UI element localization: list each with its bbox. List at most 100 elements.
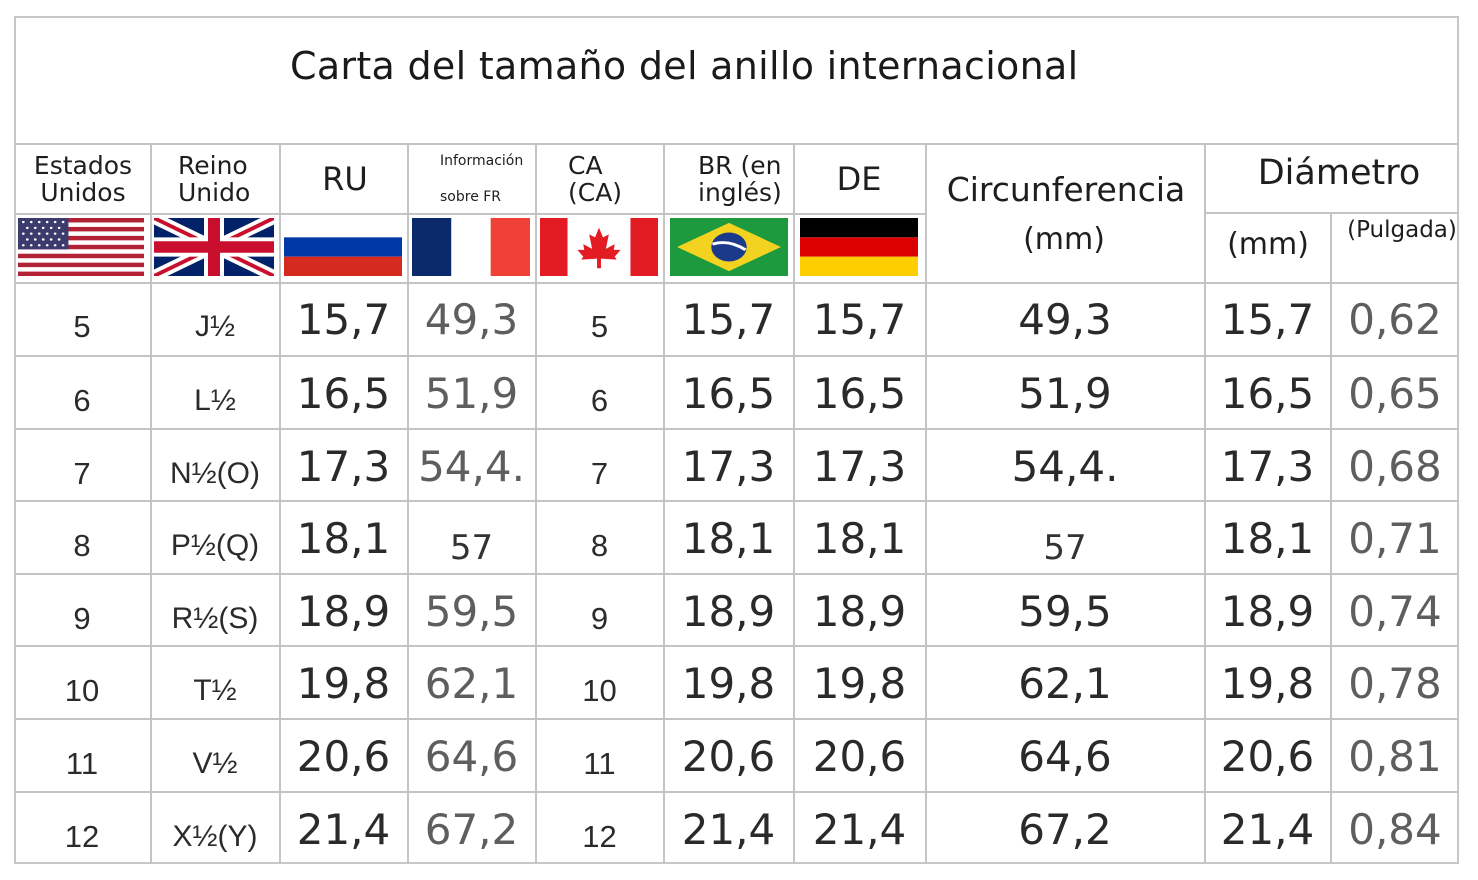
cell-br: 21,4 [681,804,776,854]
cell-mm: 18,1 [1220,513,1315,563]
cell-fr: 54,4. [418,441,525,491]
grid-line [14,500,1459,502]
grid-line [1330,212,1332,864]
grid-line [925,143,927,864]
grid-line [14,143,1459,145]
cell-inch: 0,84 [1348,804,1442,854]
header-us: Estados Unidos [33,151,133,207]
cell-mm: 18,9 [1220,586,1315,636]
uk-flag-icon [154,218,274,276]
cell-us: 11 [65,746,99,781]
grid-line [14,791,1459,793]
grid-line [793,143,795,864]
cell-br: 15,7 [681,294,776,344]
cell-uk: V½ [192,747,238,780]
ring-size-chart [14,16,1459,864]
grid-line [14,645,1459,647]
cell-de: 16,5 [812,368,907,418]
cell-uk: N½(O) [170,457,260,490]
cell-circ: 59,5 [1018,586,1112,636]
cell-ru: 19,8 [296,658,391,708]
grid-line [663,143,665,864]
cell-br: 18,1 [681,513,776,563]
cell-fr: 62,1 [424,658,519,708]
cell-mm: 17,3 [1220,441,1315,491]
cell-de: 20,6 [812,731,907,781]
cell-inch: 0,74 [1348,586,1442,636]
cell-de: 21,4 [812,804,907,854]
cell-uk: J½ [194,310,236,343]
cell-fr: 59,5 [424,586,519,636]
grid-line [14,428,1459,430]
header-diameter-mm: (mm) [1227,226,1309,262]
grid-line [279,143,281,864]
cell-mm: 21,4 [1220,804,1315,854]
cell-fr: 57 [449,528,494,568]
cell-circ: 49,3 [1018,294,1112,344]
header-ca: CA (CA) [568,151,623,207]
header-br: BR (en inglés) [698,151,782,207]
cell-uk: T½ [193,674,237,707]
cell-ru: 17,3 [296,441,391,491]
grid-line [407,143,409,864]
cell-de: 19,8 [812,658,907,708]
cell-inch: 0,68 [1348,441,1442,491]
cell-uk: R½(S) [171,602,259,635]
header-ru: RU [322,159,368,198]
grid-line [14,213,926,215]
cell-circ: 64,6 [1018,731,1112,781]
cell-us: 7 [73,456,91,491]
grid-line [14,718,1459,720]
header-fr: Información sobre FR [440,152,524,206]
header-uk: Reino Unido [178,151,251,207]
us-flag-icon [18,218,144,276]
header-de: DE [836,159,882,198]
cell-fr: 64,6 [424,731,519,781]
cell-ca: 5 [590,309,609,344]
grid-line [14,282,1459,284]
grid-line [150,143,152,864]
cell-mm: 20,6 [1220,731,1315,781]
cell-inch: 0,62 [1348,294,1442,344]
cell-inch: 0,78 [1348,658,1442,708]
cell-ru: 20,6 [296,731,391,781]
cell-inch: 0,65 [1348,368,1442,418]
cell-de: 17,3 [812,441,907,491]
france-flag-icon [412,218,530,276]
cell-uk: X½(Y) [172,820,258,853]
cell-ru: 18,9 [296,586,391,636]
cell-mm: 16,5 [1220,368,1315,418]
cell-mm: 15,7 [1220,294,1315,344]
cell-circ: 54,4. [1011,441,1119,491]
grid-line [14,573,1459,575]
russia-flag-icon [284,218,402,276]
header-circumference: Circunferencia [946,170,1186,210]
cell-us: 12 [64,819,100,854]
cell-us: 10 [64,673,100,708]
chart-title: Carta del tamaño del anillo internaciona… [290,44,1079,88]
canada-flag-icon [540,218,658,276]
cell-de: 18,1 [812,513,907,563]
grid-line [14,355,1459,357]
grid-line [535,143,537,864]
cell-ca: 6 [590,383,609,418]
cell-us: 8 [73,528,91,563]
cell-circ: 62,1 [1018,658,1112,708]
cell-inch: 0,71 [1348,513,1442,563]
cell-ca: 12 [582,819,617,854]
cell-fr: 51,9 [424,368,519,418]
cell-circ: 67,2 [1018,804,1112,854]
grid-line [1204,143,1206,864]
cell-ru: 16,5 [296,368,391,418]
header-diameter: Diámetro [1257,153,1421,194]
cell-br: 16,5 [681,368,776,418]
cell-fr: 49,3 [424,294,519,344]
cell-br: 18,9 [681,586,776,636]
cell-ru: 15,7 [296,294,391,344]
cell-br: 17,3 [681,441,776,491]
cell-ca: 7 [590,456,609,491]
cell-uk: L½ [194,384,236,417]
cell-mm: 19,8 [1220,658,1315,708]
germany-flag-icon [800,218,918,276]
header-diameter-inch: (Pulgada) [1347,216,1457,243]
